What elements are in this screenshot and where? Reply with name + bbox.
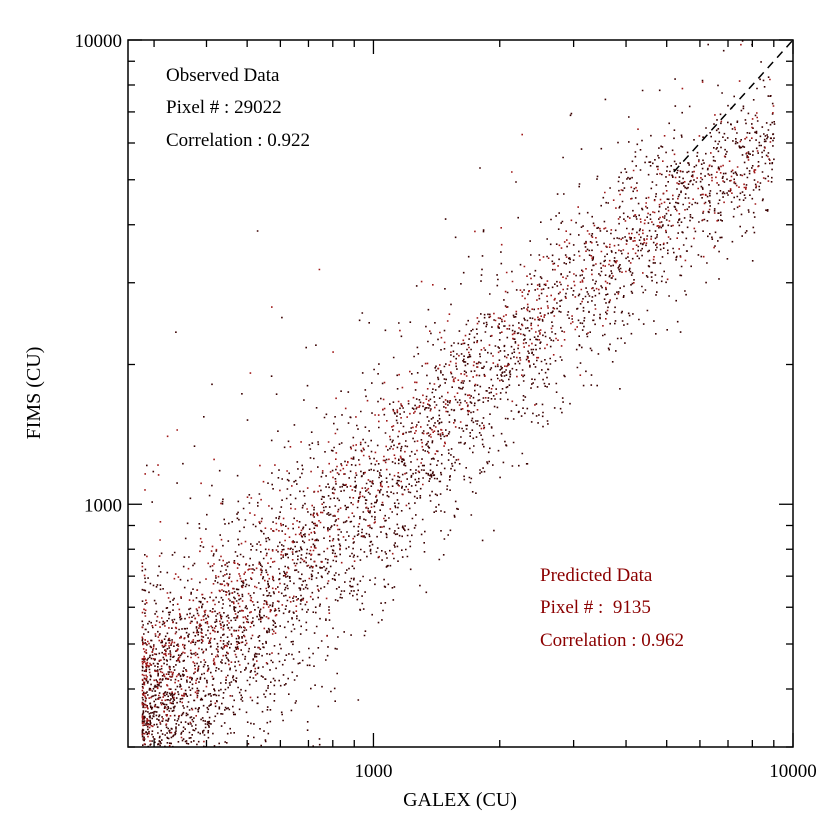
y-axis-label: FIMS (CU) xyxy=(23,347,45,440)
y-tick-label: 10000 xyxy=(75,31,123,52)
predicted-correlation: Correlation : 0.962 xyxy=(540,630,684,651)
observed-annotation: Observed Data Pixel # : 29022 Correlatio… xyxy=(166,65,310,151)
predicted-annotation: Predicted Data Pixel # : 9135 Correlatio… xyxy=(540,565,684,651)
observed-correlation: Correlation : 0.922 xyxy=(166,130,310,151)
axis-ticks xyxy=(128,39,794,748)
x-tick-label: 1000 xyxy=(354,761,392,782)
plot-frame xyxy=(127,39,794,748)
predicted-title: Predicted Data xyxy=(540,565,653,586)
observed-title: Observed Data xyxy=(166,65,280,86)
axis-tick-labels: 1000 10000 1000 10000 xyxy=(75,31,817,782)
observed-pixel-count: Pixel # : 29022 xyxy=(166,97,282,118)
y-tick-label: 1000 xyxy=(84,495,122,516)
predicted-pixel-count: Pixel # : 9135 xyxy=(540,597,651,618)
x-axis-label: GALEX (CU) xyxy=(403,789,517,811)
x-tick-label: 10000 xyxy=(769,761,817,782)
reference-dashed-line xyxy=(673,39,794,173)
